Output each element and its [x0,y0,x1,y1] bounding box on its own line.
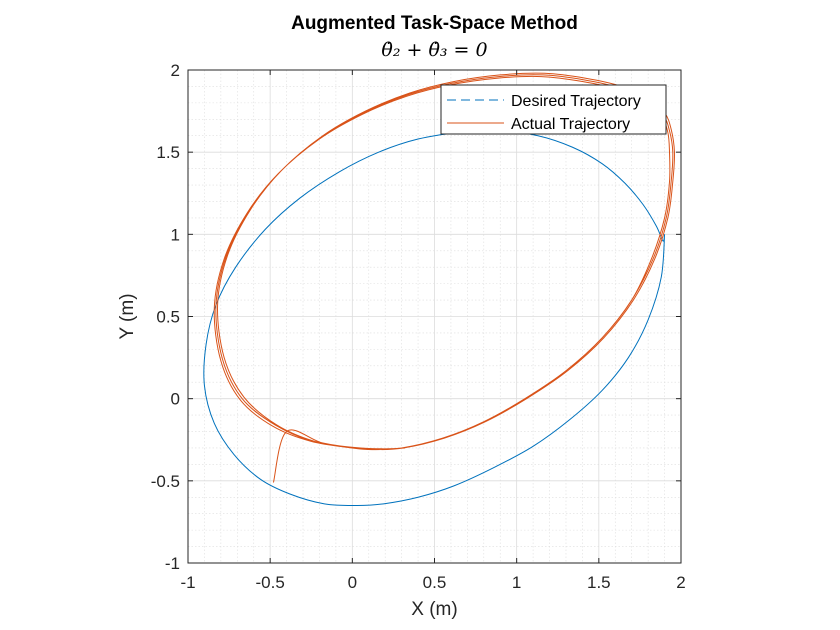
axes: -1 -0.5 0 0.5 1 1.5 2 -1 -0.5 0 0.5 1 1.5 2 [151,61,686,592]
y-tick-label: 1.5 [156,143,180,162]
legend-label-actual: Actual Trajectory [511,116,630,133]
x-tick-label: 1.5 [587,573,611,592]
x-tick-label: 2 [676,573,685,592]
legend: Desired Trajectory Actual Trajectory [440,84,667,135]
x-tick-label: 0.5 [423,573,447,592]
x-axis-label: X (m) [411,599,457,620]
y-tick-label: -0.5 [151,472,180,491]
x-tick-label: -1 [180,573,195,592]
y-tick-labels: -1 -0.5 0 0.5 1 1.5 2 [151,61,180,573]
x-tick-labels: -1 -0.5 0 0.5 1 1.5 2 [180,573,685,592]
chart-subtitle: θ̇₂ + θ̇₃ = 0 [381,39,487,61]
x-tick-label: 0 [348,573,357,592]
series-line-desired [203,130,666,506]
y-tick-label: 0 [171,390,180,409]
legend-box [440,84,667,135]
y-tick-label: 2 [171,61,180,80]
legend-label-desired: Desired Trajectory [511,93,641,110]
tick-marks [187,69,682,564]
y-tick-label: 0.5 [156,308,180,327]
chart-title: Augmented Task-Space Method [291,13,578,34]
x-tick-label: -0.5 [256,573,285,592]
x-tick-label: 1 [512,573,521,592]
y-tick-label: -1 [165,554,180,573]
y-axis-label: Y (m) [117,293,138,339]
y-tick-label: 1 [171,225,180,244]
